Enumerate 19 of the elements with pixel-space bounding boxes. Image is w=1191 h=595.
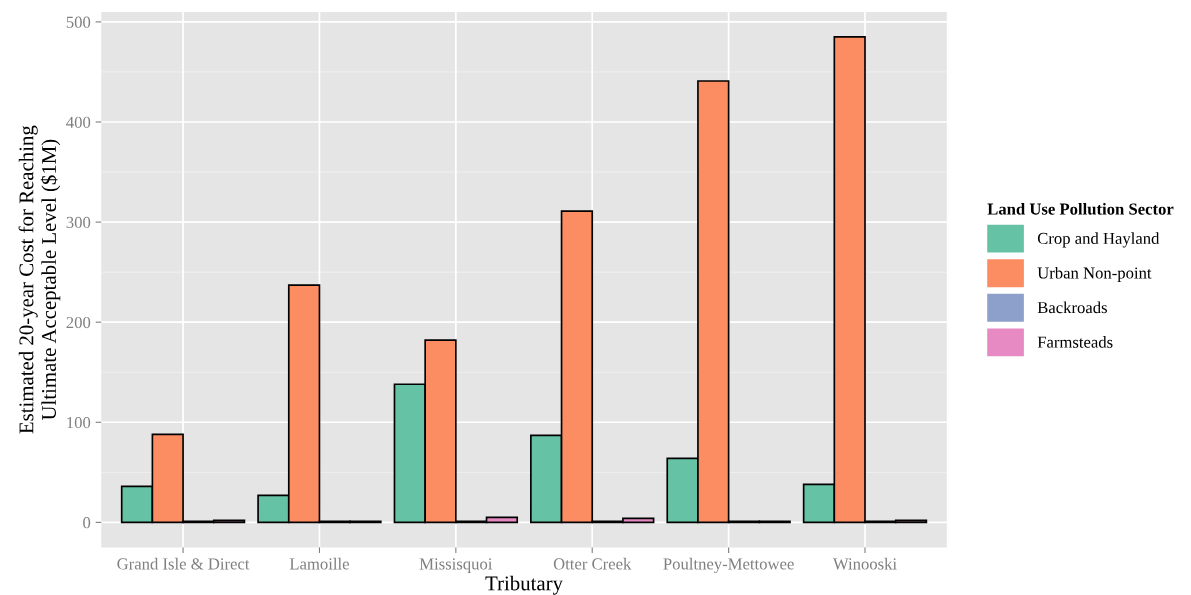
y-axis-title: Estimated 20-year Cost for Reaching Ultimate Acceptable Level ($1M) — [18, 125, 61, 434]
legend-label: Farmsteads — [1037, 336, 1113, 348]
legend-label: Crop and Hayland — [1037, 232, 1160, 248]
y-tick-label: 400 — [66, 116, 91, 128]
x-tick-label: Winooski — [832, 557, 897, 570]
y-tick-label: 200 — [66, 316, 91, 329]
y-tick-label: 300 — [66, 216, 91, 229]
legend-label: Urban Non-point — [1037, 266, 1152, 283]
x-tick-label: Otter Creek — [553, 557, 632, 570]
x-axis-title: Tributary — [485, 575, 563, 595]
legend-title: Land Use Pollution Sector — [987, 202, 1174, 215]
y-tick-label: 500 — [66, 16, 91, 28]
legend-label: Backroads — [1037, 301, 1107, 314]
x-tick-label: Poultney-Mettowee — [663, 557, 794, 573]
y-tick-label: 100 — [67, 416, 91, 429]
x-tick-label: Grand Isle & Direct — [117, 557, 250, 570]
y-tick-label: 0 — [83, 517, 91, 529]
x-tick-label: Missisquoi — [419, 558, 493, 573]
x-tick-label: Lamoille — [289, 557, 349, 570]
